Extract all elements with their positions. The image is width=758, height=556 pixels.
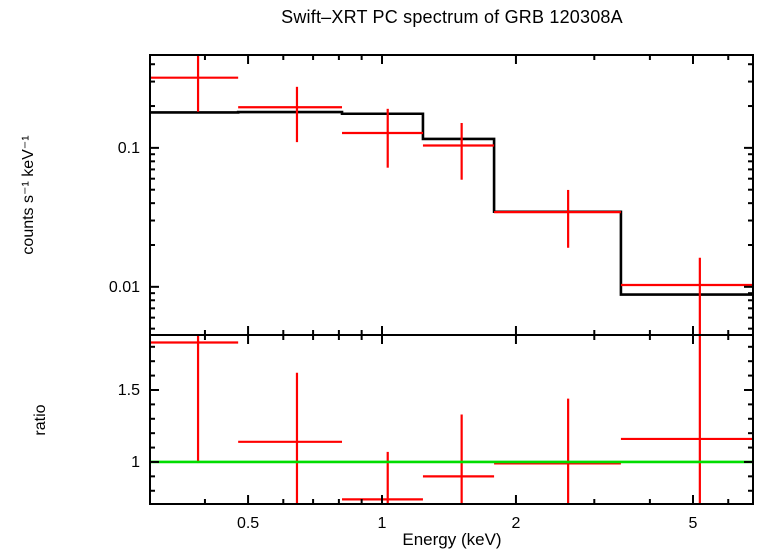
ratio-data xyxy=(150,335,753,504)
spectrum-panel-frame xyxy=(149,54,754,336)
x-axis-tick-label: 0.5 xyxy=(237,515,259,532)
chart-title: Swift–XRT PC spectrum of GRB 120308A xyxy=(281,7,623,27)
spectrum-data-point xyxy=(422,123,495,180)
spectrum-data-point xyxy=(342,108,423,168)
spectrum-y-tick-label: 0.1 xyxy=(118,140,140,157)
x-axis-tick-label: 2 xyxy=(511,515,520,532)
ratio-y-tick-label: 1.5 xyxy=(118,382,140,399)
ratio-panel-frame xyxy=(149,334,754,505)
ratio-data-point xyxy=(238,372,343,504)
x-axis-tick-label: 1 xyxy=(378,515,387,532)
spectrum-data-point xyxy=(620,257,753,335)
axis-ticks xyxy=(150,55,753,504)
x-axis-tick-label: 5 xyxy=(689,515,698,532)
ratio-data-point xyxy=(150,335,239,462)
x-axis-label: Energy (keV) xyxy=(402,530,502,549)
panel-frames xyxy=(149,54,754,505)
ratio-data-point xyxy=(494,398,621,504)
ratio-data-point xyxy=(422,414,495,504)
ratio-y-tick-label: 1 xyxy=(131,454,140,471)
spectrum-data-point xyxy=(238,86,343,143)
spectrum-data xyxy=(150,55,753,335)
spectrum-data-point xyxy=(150,55,239,112)
spectrum-y-tick-label: 0.01 xyxy=(109,279,140,296)
model-step-line xyxy=(150,110,753,296)
spectrum-data-point xyxy=(494,189,621,248)
ratio-data-point xyxy=(620,335,753,504)
tick-labels: 0.5 1 2 5 0.1 0.01 1 1.5 xyxy=(109,140,698,532)
